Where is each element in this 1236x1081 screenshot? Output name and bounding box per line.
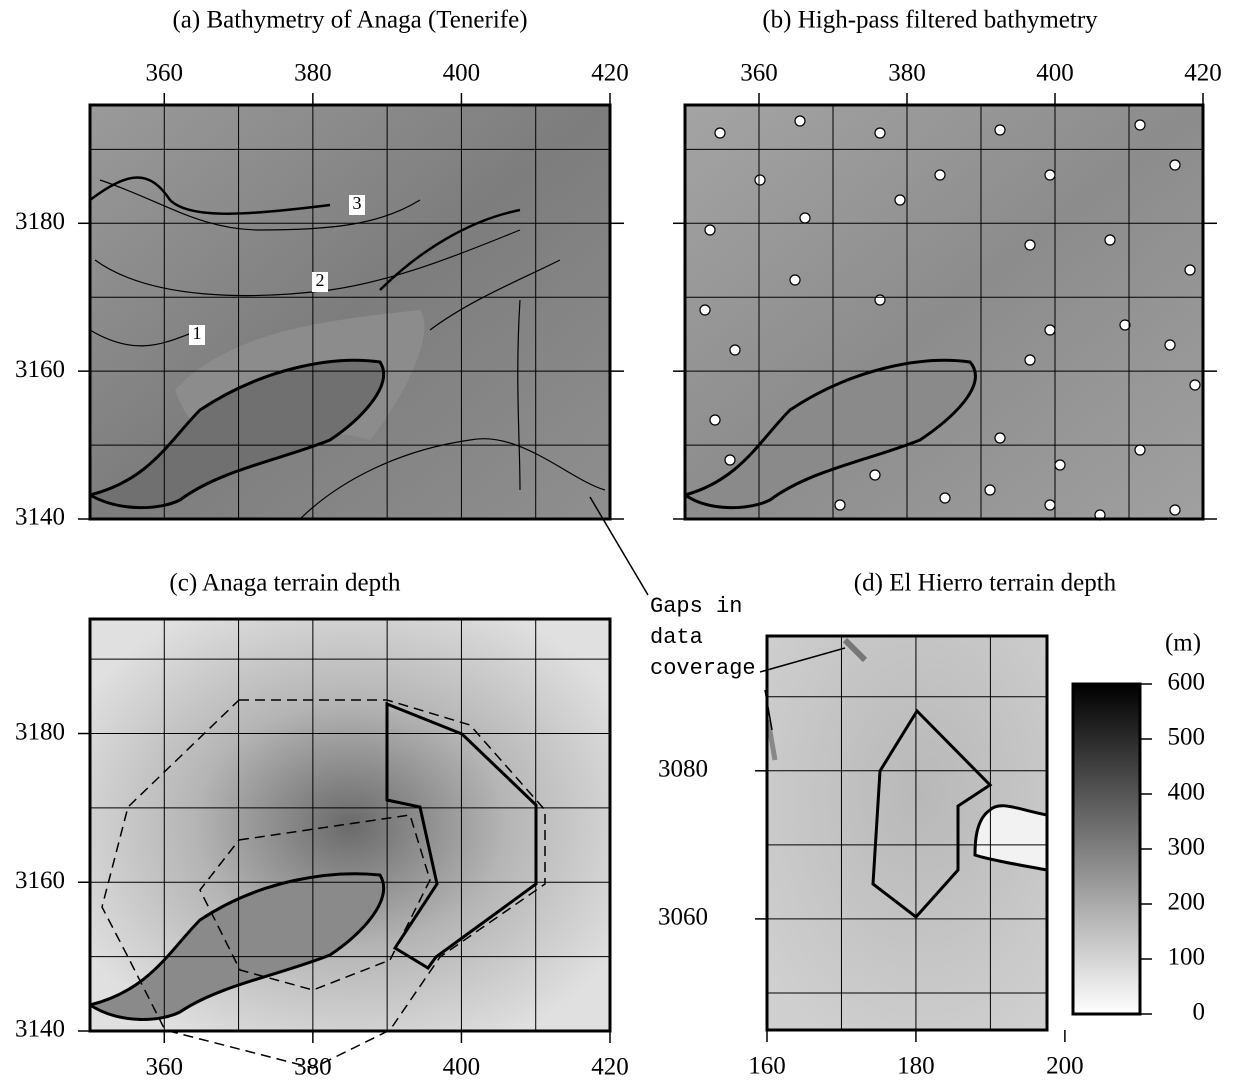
panel-title: (b) High-pass filtered bathymetry (762, 7, 1098, 34)
x-tick-label: 160 (748, 1053, 786, 1080)
y-tick-label: 3060 (658, 904, 708, 931)
annotation: data (650, 625, 703, 650)
x-tick-label: 400 (1036, 60, 1074, 87)
x-tick-label: 180 (897, 1053, 935, 1080)
annotation: coverage (650, 656, 756, 681)
x-tick-label: 400 (443, 1054, 481, 1081)
figure: (a) Bathymetry of Anaga (Tenerife) 360 380… (0, 0, 1236, 1081)
contour-label: 3 (353, 193, 362, 213)
colorbar-tick-label: 500 (1168, 724, 1206, 751)
x-tick-label: 420 (1184, 60, 1222, 87)
colorbar-tick-label: 600 (1168, 669, 1206, 696)
x-tick-label: 400 (443, 60, 481, 87)
y-tick-label: 3160 (15, 356, 65, 383)
colorbar-tick-label: 0 (1193, 999, 1206, 1026)
colorbar-tick-label: 200 (1168, 889, 1206, 916)
panel-title: (a) Bathymetry of Anaga (Tenerife) (172, 7, 527, 34)
y-tick-label: 3180 (15, 718, 65, 745)
x-tick-label: 380 (294, 1054, 332, 1081)
contour-label: 1 (193, 323, 202, 343)
colorbar-tick-label: 300 (1168, 834, 1206, 861)
x-tick-label: 420 (591, 60, 629, 87)
x-tick-label: 360 (146, 1054, 184, 1081)
panel-title: (c) Anaga terrain depth (169, 570, 401, 597)
x-tick-label: 360 (740, 60, 778, 87)
colorbar-tick-label: 400 (1168, 779, 1206, 806)
y-tick-label: 3160 (15, 867, 65, 894)
y-tick-label: 3180 (15, 208, 65, 235)
contour-label: 2 (316, 270, 325, 290)
colorbar-tick-label: 100 (1168, 944, 1206, 971)
colorbar (1073, 684, 1140, 1014)
x-tick-label: 360 (146, 60, 184, 87)
colorbar-label: (m) (1165, 630, 1201, 657)
y-tick-label: 3140 (15, 1016, 65, 1043)
x-tick-label: 200 (1046, 1053, 1084, 1080)
y-tick-label: 3080 (658, 756, 708, 783)
y-tick-label: 3140 (15, 504, 65, 531)
panel-title: (d) El Hierro terrain depth (854, 570, 1117, 597)
annotation: Gaps in (650, 594, 742, 619)
x-tick-label: 380 (888, 60, 926, 87)
x-tick-label: 380 (294, 60, 332, 87)
x-tick-label: 420 (591, 1054, 629, 1081)
